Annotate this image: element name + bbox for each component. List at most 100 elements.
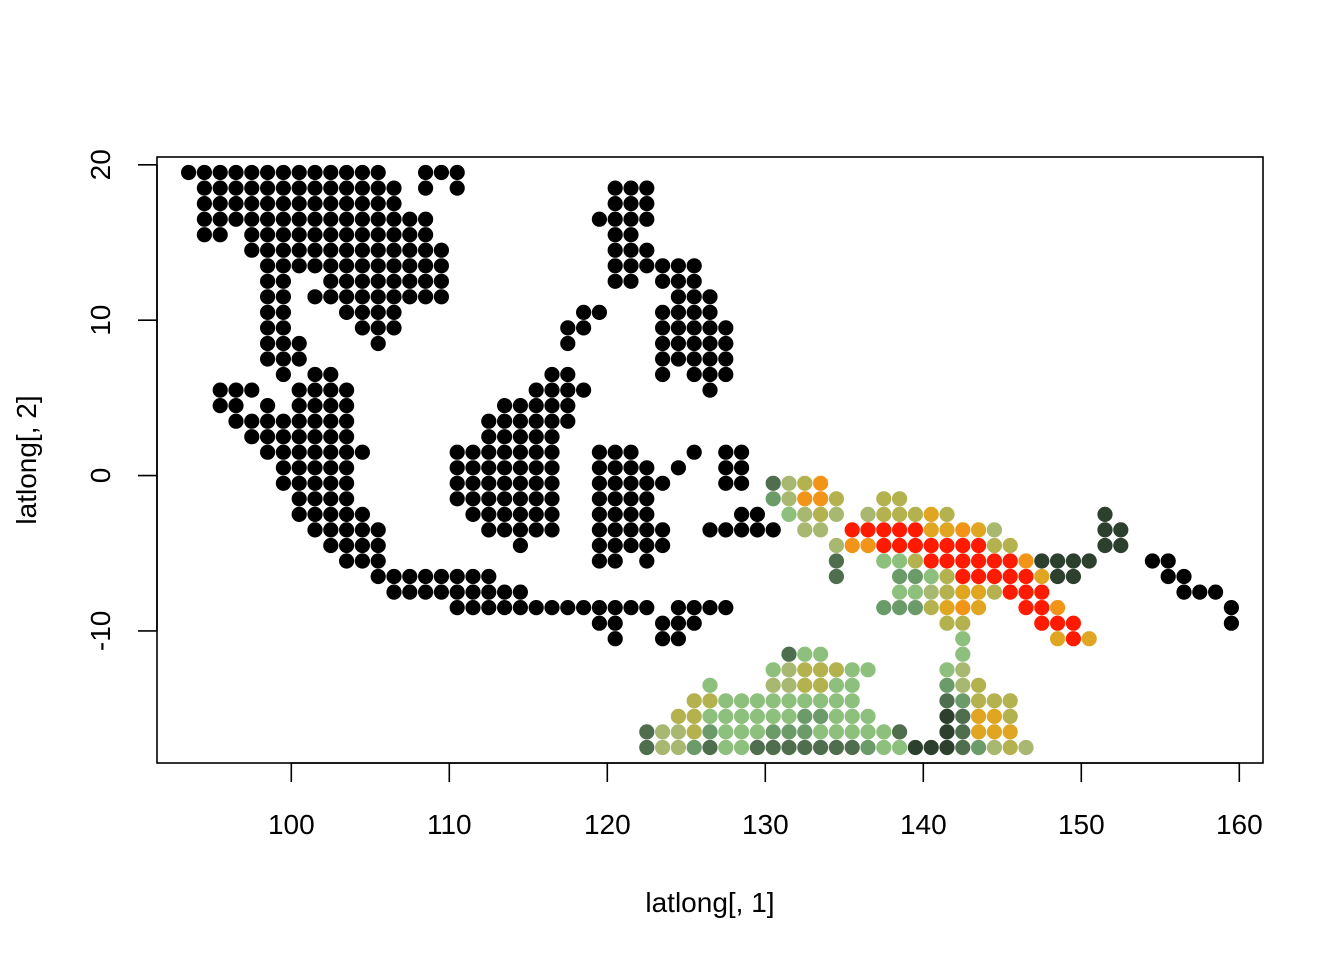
data-point xyxy=(1034,553,1050,569)
data-point xyxy=(797,693,813,709)
data-point xyxy=(702,693,718,709)
data-point xyxy=(418,242,434,258)
data-point xyxy=(986,708,1003,725)
data-point xyxy=(876,522,892,538)
data-point xyxy=(528,444,544,460)
data-point xyxy=(749,724,766,740)
data-point xyxy=(702,335,718,352)
data-point xyxy=(291,180,307,196)
data-point xyxy=(275,196,291,212)
data-point xyxy=(765,491,781,507)
data-point xyxy=(291,335,307,352)
data-point xyxy=(1065,615,1081,631)
data-point xyxy=(370,289,386,305)
data-point xyxy=(354,553,370,569)
data-point xyxy=(323,398,339,414)
data-point xyxy=(718,320,734,336)
data-point xyxy=(734,460,750,476)
data-point xyxy=(1002,568,1018,585)
data-point xyxy=(828,724,845,740)
data-point xyxy=(291,444,307,460)
data-point xyxy=(402,273,418,289)
data-point xyxy=(418,568,434,585)
data-point xyxy=(275,413,291,429)
data-point xyxy=(828,553,845,569)
data-point xyxy=(512,460,529,476)
data-point xyxy=(939,522,955,538)
data-point xyxy=(781,677,797,693)
data-point xyxy=(607,444,623,460)
data-point xyxy=(196,180,212,196)
data-point xyxy=(1002,724,1018,740)
data-point xyxy=(607,273,623,289)
data-point xyxy=(892,568,908,585)
data-point xyxy=(307,460,323,476)
data-point xyxy=(639,537,655,554)
data-point xyxy=(718,724,734,740)
data-point xyxy=(639,211,655,227)
data-point xyxy=(623,227,639,243)
data-point xyxy=(607,522,623,538)
data-point xyxy=(797,677,813,693)
data-point xyxy=(544,429,560,445)
data-point xyxy=(544,382,560,398)
data-point xyxy=(212,227,228,243)
data-point xyxy=(307,413,323,429)
data-point xyxy=(1097,506,1113,522)
data-point xyxy=(307,164,323,181)
data-point xyxy=(512,444,529,460)
data-point xyxy=(212,164,228,181)
data-point xyxy=(576,304,592,320)
data-point xyxy=(339,180,355,196)
data-point xyxy=(275,366,291,383)
data-point xyxy=(512,600,529,616)
data-point xyxy=(797,506,813,522)
data-point xyxy=(512,413,529,429)
data-point xyxy=(291,475,307,491)
data-point xyxy=(275,289,291,305)
data-point xyxy=(339,273,355,289)
data-point xyxy=(670,600,687,616)
data-point xyxy=(370,258,386,274)
data-point xyxy=(813,506,829,522)
x-tick-label: 130 xyxy=(742,809,789,840)
data-point xyxy=(544,398,560,414)
data-point xyxy=(307,522,323,538)
data-point xyxy=(623,180,639,196)
data-point xyxy=(386,304,402,320)
data-point xyxy=(497,444,513,460)
data-point xyxy=(544,522,560,538)
data-point xyxy=(481,568,497,585)
data-point xyxy=(749,506,766,522)
data-point xyxy=(370,537,386,554)
data-point xyxy=(339,258,355,274)
data-point xyxy=(370,180,386,196)
data-point xyxy=(971,724,987,740)
data-point xyxy=(670,724,687,740)
data-point xyxy=(370,227,386,243)
data-point xyxy=(528,398,544,414)
data-point xyxy=(955,677,971,693)
data-point xyxy=(339,553,355,569)
data-point xyxy=(275,211,291,227)
data-point xyxy=(955,584,971,600)
data-point xyxy=(418,164,434,181)
data-point xyxy=(323,258,339,274)
data-point xyxy=(923,522,939,538)
data-point xyxy=(702,289,718,305)
data-point xyxy=(544,460,560,476)
data-point xyxy=(765,693,781,709)
data-point xyxy=(560,382,576,398)
data-point xyxy=(323,460,339,476)
data-point xyxy=(1002,553,1018,569)
data-point xyxy=(370,304,386,320)
data-point xyxy=(275,335,291,352)
data-point xyxy=(497,475,513,491)
data-point xyxy=(370,273,386,289)
data-point xyxy=(339,506,355,522)
data-point xyxy=(639,242,655,258)
data-point xyxy=(939,553,955,569)
data-point xyxy=(686,693,702,709)
data-point xyxy=(528,460,544,476)
data-point xyxy=(686,600,702,616)
